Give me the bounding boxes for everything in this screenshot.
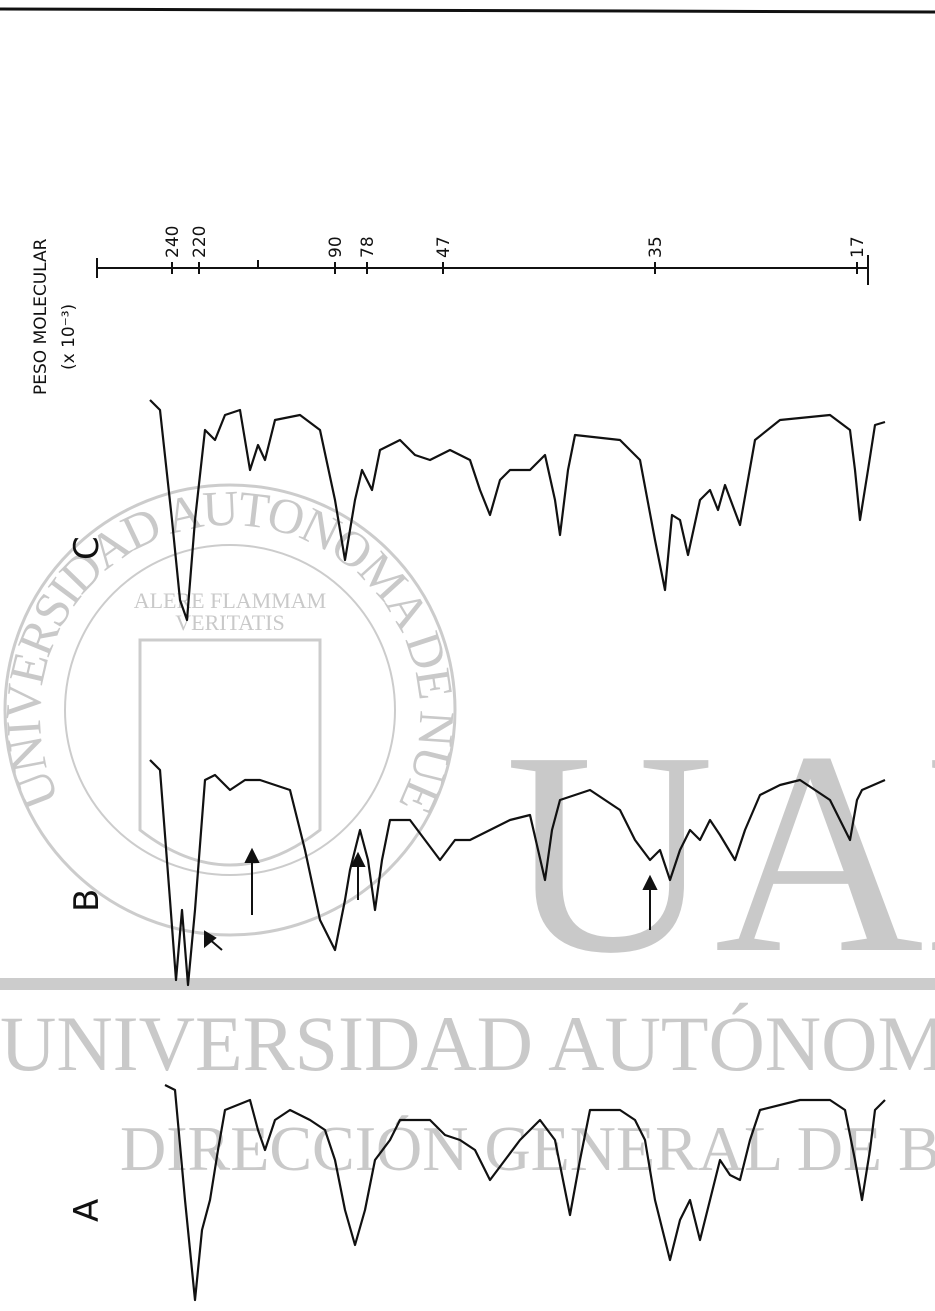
trace-c	[149, 399, 886, 622]
lane-label: B	[67, 889, 107, 912]
motto: ALERE FLAMMAM	[134, 588, 327, 613]
seal-outer	[3, 483, 457, 937]
axis-unit: (x 10⁻³)	[59, 304, 79, 370]
molecular-weight-scale: PESO MOLECULAR (x 10⁻³) 240 220 90 78 47 35 17	[31, 226, 869, 395]
watermark: UNIVERSIDAD AUTONOMA DE NUEVO LEON ALERE…	[0, 0, 935, 1184]
watermark-line: UNIVERSIDAD AUTÓNOMA DE NU	[0, 1000, 935, 1087]
shield	[138, 638, 322, 867]
tick-label: 78	[358, 236, 378, 258]
tick-label: 47	[434, 236, 454, 258]
tick-label: 17	[848, 236, 868, 258]
seal-inner	[64, 544, 396, 876]
trace-a	[164, 1084, 886, 1302]
tick-label: 220	[190, 226, 210, 258]
arrows	[204, 847, 658, 951]
trace-b	[149, 759, 886, 987]
lane-label: A	[67, 1199, 107, 1222]
axis-title: PESO MOLECULAR	[31, 238, 51, 395]
watermark-bar	[0, 978, 935, 990]
lane-label: C	[67, 536, 107, 560]
logo: UAN	[505, 692, 935, 1013]
tick-label: 240	[163, 226, 183, 258]
tick-label: 90	[326, 236, 346, 258]
watermark-line: DIRECCIÓN GENERAL DE BIBLIO	[120, 1113, 935, 1184]
top-rule	[0, 7, 935, 14]
motto: VERITATIS	[175, 610, 284, 635]
tick-label: 35	[646, 236, 666, 258]
